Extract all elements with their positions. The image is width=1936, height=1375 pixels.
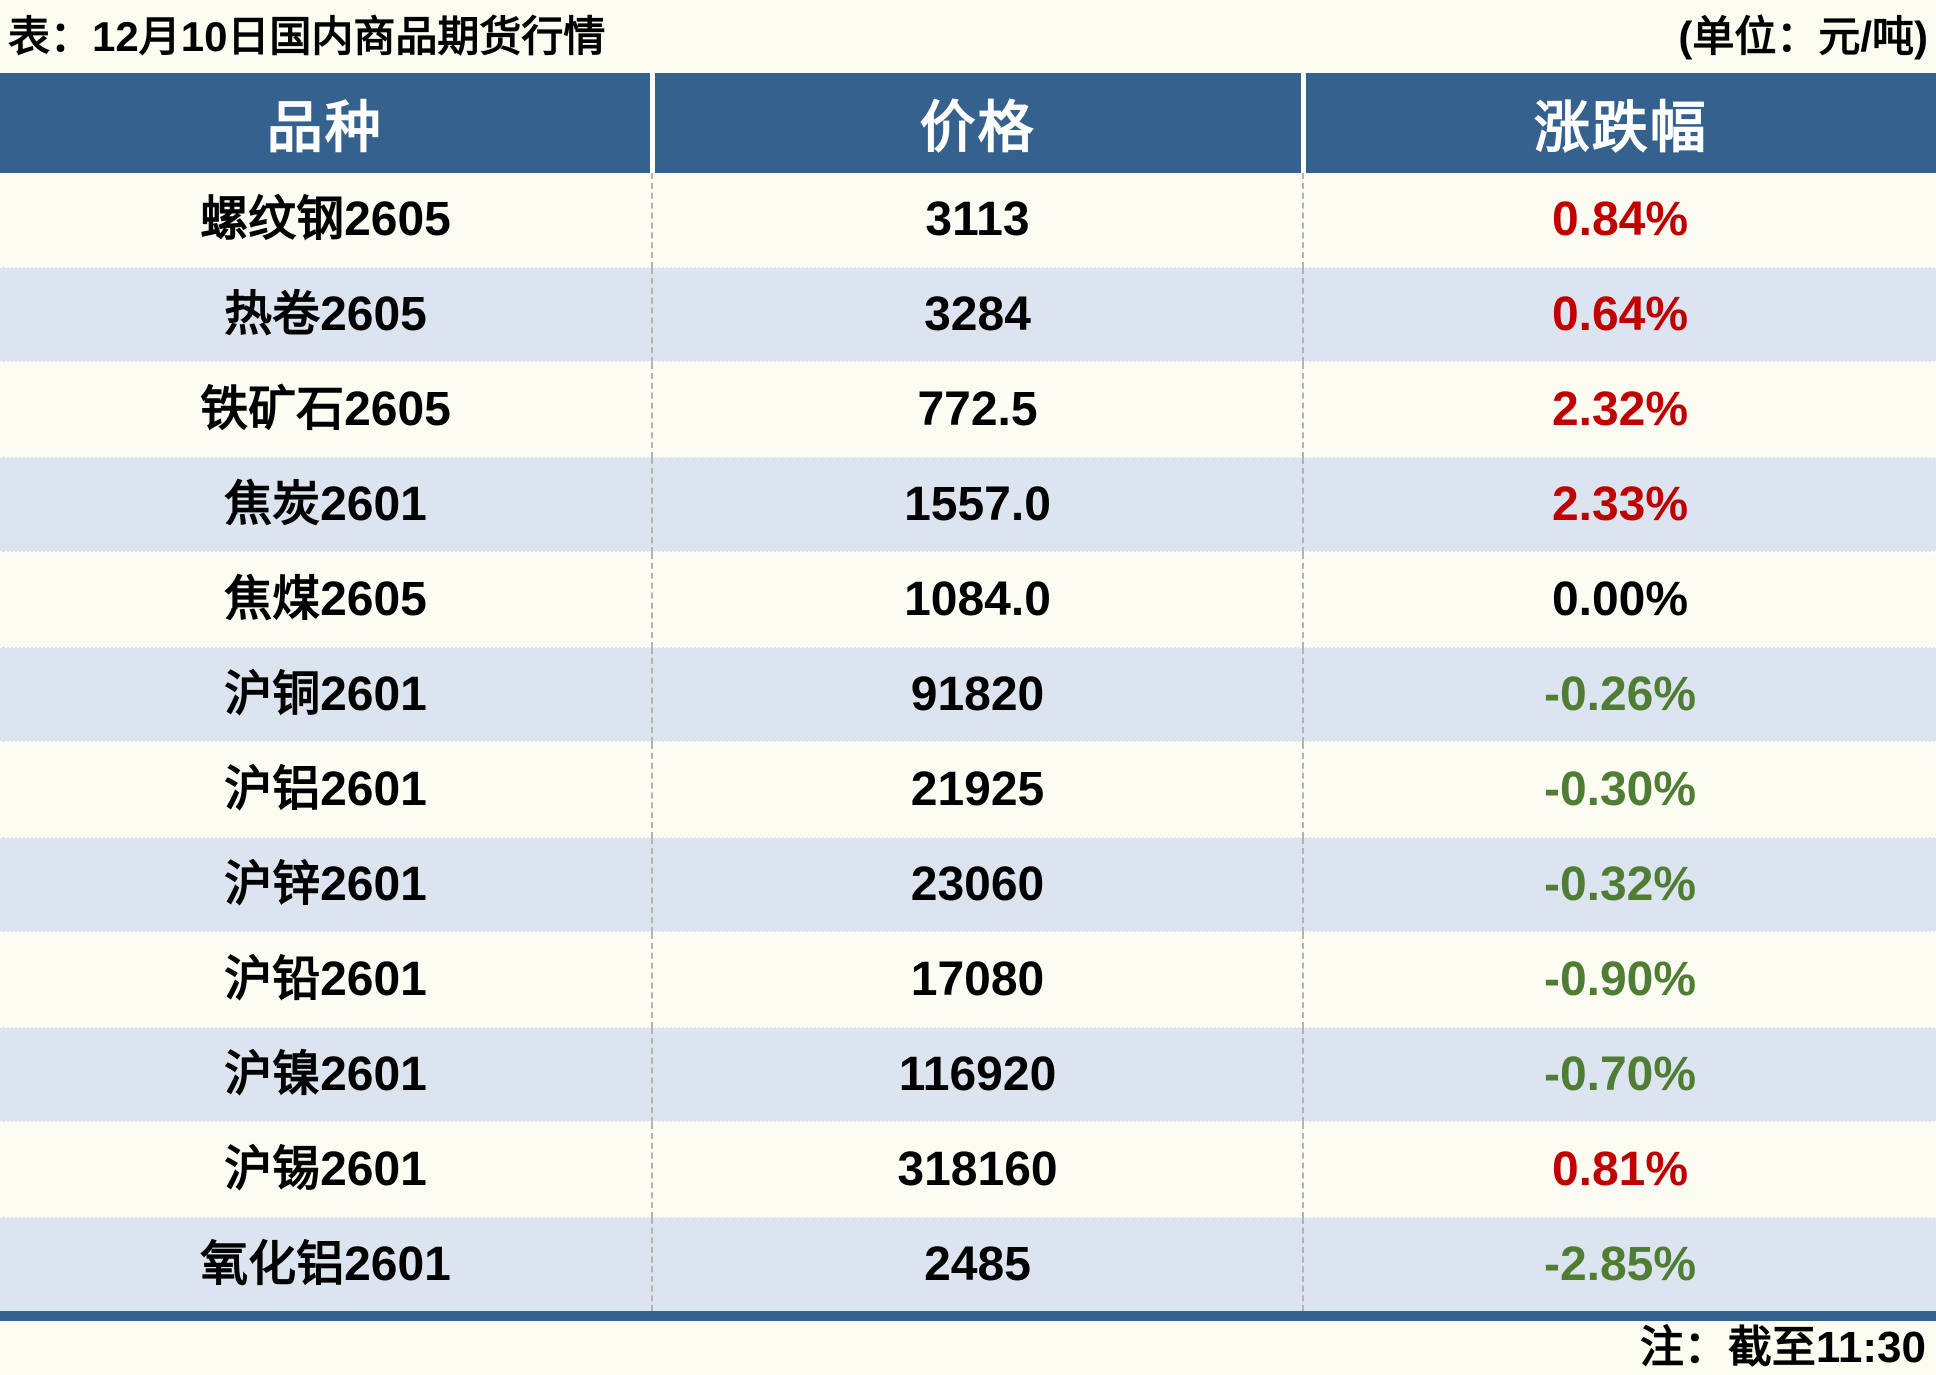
variety-cell: 沪铜2601 [0, 646, 652, 742]
table-row: 焦煤2605 1084.0 0.00% [0, 551, 1936, 647]
price-cell: 91820 [651, 646, 1303, 742]
table-row: 沪镍2601 116920 -0.70% [0, 1026, 1936, 1122]
table-row: 氧化铝2601 2485 -2.85% [0, 1216, 1936, 1311]
variety-cell: 焦煤2605 [0, 551, 652, 647]
variety-cell: 沪锡2601 [0, 1121, 652, 1217]
change-cell: -0.26% [1302, 646, 1936, 742]
change-cell: -0.30% [1302, 741, 1936, 837]
col-header-change: 涨跌幅 [1300, 73, 1936, 173]
variety-cell: 热卷2605 [0, 266, 652, 362]
variety-cell: 沪锌2601 [0, 836, 652, 932]
table-row: 沪铜2601 91820 -0.26% [0, 646, 1936, 742]
price-cell: 17080 [651, 931, 1303, 1027]
table-row: 焦炭2601 1557.0 2.33% [0, 456, 1936, 552]
price-cell: 23060 [651, 836, 1303, 932]
price-cell: 116920 [651, 1026, 1303, 1122]
unit-label: (单位：元/吨) [1678, 12, 1928, 60]
change-cell: -2.85% [1302, 1216, 1936, 1311]
table-row: 螺纹钢2605 3113 0.84% [0, 173, 1936, 267]
change-cell: 0.81% [1302, 1121, 1936, 1217]
price-cell: 21925 [651, 741, 1303, 837]
price-cell: 318160 [651, 1121, 1303, 1217]
variety-cell: 沪铅2601 [0, 931, 652, 1027]
col-header-price: 价格 [649, 73, 1303, 173]
table-row: 沪铅2601 17080 -0.90% [0, 931, 1936, 1027]
table-row: 沪锡2601 318160 0.81% [0, 1121, 1936, 1217]
table-row: 铁矿石2605 772.5 2.32% [0, 361, 1936, 457]
price-cell: 3113 [651, 173, 1303, 267]
change-cell: 0.84% [1302, 173, 1936, 267]
variety-cell: 螺纹钢2605 [200, 192, 451, 246]
footnote: 注：截至11:30 [1639, 1323, 1926, 1372]
change-cell: 0.00% [1302, 551, 1936, 647]
price-cell: 2485 [651, 1216, 1303, 1311]
header-row: 品种 价格 涨跌幅 [0, 73, 1936, 173]
table-row: 沪锌2601 23060 -0.32% [0, 836, 1936, 932]
change-cell: 2.32% [1302, 361, 1936, 457]
variety-cell: 沪铝2601 [0, 741, 652, 837]
price-cell: 1557.0 [651, 456, 1303, 552]
change-cell: -0.70% [1302, 1026, 1936, 1122]
change-cell: 2.33% [1302, 456, 1936, 552]
change-cell: -0.90% [1302, 931, 1936, 1027]
variety-cell: 沪镍2601 [0, 1026, 652, 1122]
variety-cell: 焦炭2601 [0, 456, 652, 552]
futures-table: 品种 价格 涨跌幅 螺纹钢2605 3113 0.84% 热卷2605 3284… [0, 73, 1936, 1311]
change-cell: -0.32% [1302, 836, 1936, 932]
change-cell: 0.64% [1302, 266, 1936, 362]
price-cell: 772.5 [651, 361, 1303, 457]
price-cell: 1084.0 [651, 551, 1303, 647]
variety-cell: 氧化铝2601 [0, 1216, 652, 1311]
title-bar: 表：12月10日国内商品期货行情 (单位：元/吨) [0, 0, 1936, 73]
table-row: 热卷2605 3284 0.64% [0, 266, 1936, 362]
price-cell: 3284 [651, 266, 1303, 362]
table-row: 沪铝2601 21925 -0.30% [0, 741, 1936, 837]
table-bottom-border [0, 1311, 1936, 1321]
col-header-variety: 品种 [0, 73, 652, 173]
variety-cell: 铁矿石2605 [0, 361, 652, 457]
table-title: 表：12月10日国内商品期货行情 [8, 12, 606, 60]
